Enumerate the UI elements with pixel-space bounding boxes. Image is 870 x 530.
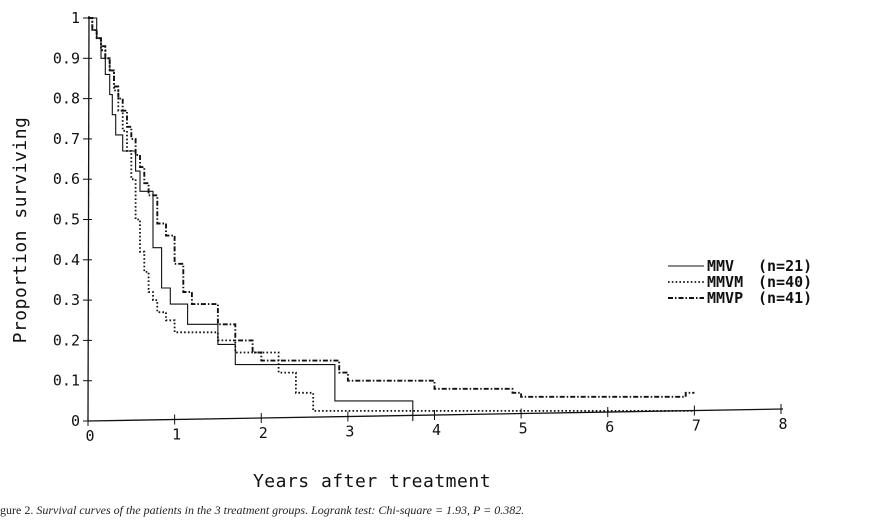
x-tick-label: 3 xyxy=(345,423,354,441)
y-tick-label: 0 xyxy=(71,412,80,430)
y-tick-label: 0.9 xyxy=(53,49,80,67)
y-tick-label: 1 xyxy=(71,9,80,27)
figure-caption: gure 2. Survival curves of the patients … xyxy=(0,503,870,518)
x-tick-label: 7 xyxy=(692,417,701,435)
x-tick-label: 6 xyxy=(605,418,614,436)
legend-count-mmv: (n=21) xyxy=(758,257,812,275)
x-tick-label: 2 xyxy=(259,424,268,442)
axes: 0 1 2 3 4 5 6 7 8 0 0.1 0.2 0.3 0.4 0.5 0.6 0.7 0.8 0.9 1 xyxy=(53,9,788,445)
series-line-mmvp xyxy=(88,17,695,398)
legend-label-mmv: MMV xyxy=(707,257,734,275)
y-tick-label: 0.8 xyxy=(53,90,80,108)
legend-count-mmvp: (n=41) xyxy=(758,289,812,307)
series-line-mmvm xyxy=(88,17,695,412)
series-layer xyxy=(88,17,695,421)
legend-label-mmvp: MMVP xyxy=(707,289,743,307)
x-tick-label: 4 xyxy=(432,421,441,439)
x-tick-label: 0 xyxy=(85,427,94,445)
y-tick-label: 0.7 xyxy=(53,130,80,148)
series-line-mmv xyxy=(88,17,414,421)
caption-text: Survival curves of the patients in the 3… xyxy=(36,503,525,517)
y-tick-label: 0.4 xyxy=(53,251,80,269)
y-axis-line xyxy=(87,15,90,422)
x-axis-line xyxy=(87,408,784,422)
y-axis-title: Proportion surviving xyxy=(10,117,31,344)
y-tick-label: 0.1 xyxy=(53,372,80,390)
x-tick-label: 1 xyxy=(172,426,181,444)
x-tick-label: 8 xyxy=(778,415,787,433)
y-tick-label: 0.3 xyxy=(53,291,80,309)
legend-count-mmvm: (n=40) xyxy=(758,273,812,291)
y-tick-label: 0.5 xyxy=(53,211,80,229)
x-tick-label: 5 xyxy=(519,420,528,438)
y-tick-label: 0.6 xyxy=(53,170,80,188)
x-axis-title: Years after treatment xyxy=(253,471,491,492)
caption-lead: gure 2. xyxy=(0,503,34,517)
legend-label-mmvm: MMVM xyxy=(707,273,743,291)
y-tick-label: 0.2 xyxy=(53,331,80,349)
legend: MMV (n=21) MMVM (n=40) MMVP (n=41) xyxy=(668,257,812,307)
